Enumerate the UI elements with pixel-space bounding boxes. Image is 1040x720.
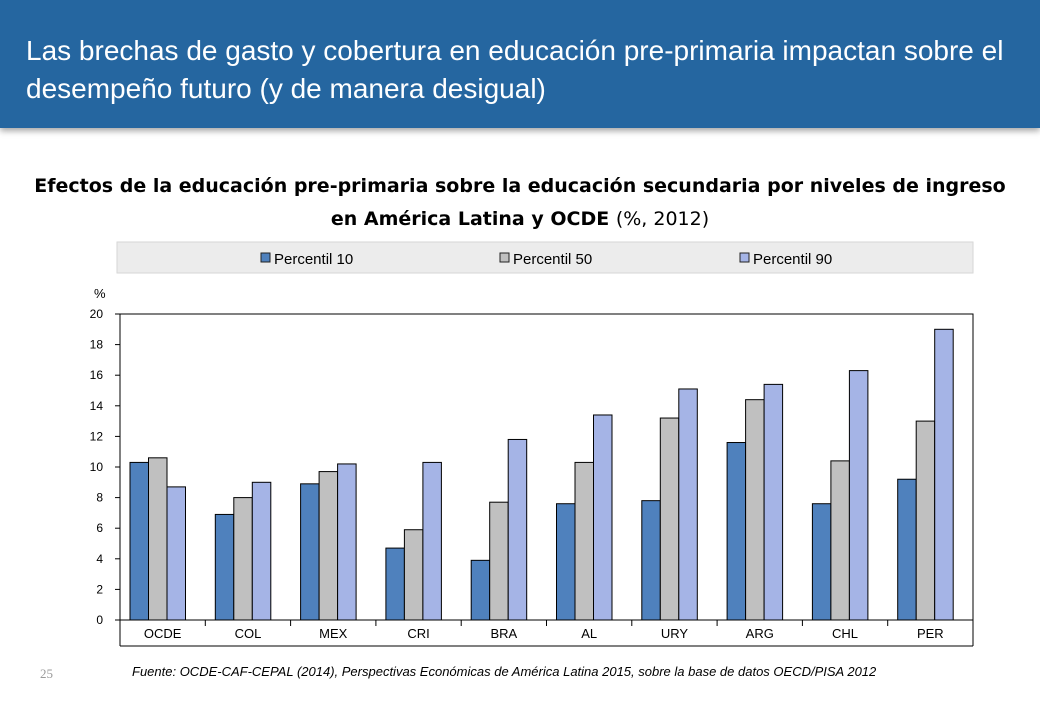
bar-bra-percentil-90 — [507, 438, 528, 621]
bar-per-percentil-90 — [934, 328, 954, 621]
x-tick-label: CRI — [407, 626, 429, 641]
bar-chl-percentil-50 — [830, 460, 850, 621]
y-tick-label: 18 — [90, 338, 104, 352]
slide-title: Las brechas de gasto y cobertura en educ… — [26, 35, 1004, 104]
chart-title: Efectos de la educación pre-primaria sob… — [20, 170, 1020, 236]
y-tick-label: 16 — [90, 368, 104, 382]
bar-ocde-percentil-10 — [129, 461, 149, 621]
y-tick-label: 12 — [90, 429, 104, 443]
bar-ury-percentil-50 — [659, 417, 680, 621]
y-axis-label: % — [94, 286, 106, 301]
bar-ocde-percentil-50 — [148, 457, 168, 621]
x-tick-label: URY — [661, 626, 689, 641]
y-tick-label: 14 — [90, 399, 104, 413]
bar-bra-percentil-10 — [470, 559, 491, 621]
x-tick-label: AL — [581, 626, 597, 641]
y-tick-label: 6 — [96, 521, 103, 535]
legend-swatch — [260, 252, 271, 263]
bar-cri-percentil-90 — [422, 461, 442, 621]
x-tick-label: CHL — [832, 626, 858, 641]
y-tick-label: 20 — [90, 307, 104, 321]
bar-col-percentil-90 — [251, 481, 272, 621]
bar-per-percentil-10 — [897, 478, 917, 621]
bar-cri-percentil-10 — [385, 547, 405, 621]
bar-mex-percentil-90 — [337, 463, 357, 621]
bar-col-percentil-10 — [214, 513, 235, 621]
x-tick-label: BRA — [490, 626, 517, 641]
slide-header: Las brechas de gasto y cobertura en educ… — [0, 0, 1040, 128]
bar-bra-percentil-50 — [489, 501, 509, 621]
legend-swatch — [499, 252, 510, 263]
bar-arg-percentil-10 — [726, 442, 747, 621]
y-tick-label: 2 — [96, 582, 103, 596]
bar-ury-percentil-10 — [641, 500, 661, 621]
legend-label: Percentil 90 — [753, 251, 832, 268]
legend-box — [116, 241, 974, 274]
bar-arg-percentil-90 — [763, 383, 784, 621]
bar-per-percentil-50 — [915, 420, 936, 621]
bar-cri-percentil-50 — [403, 529, 424, 621]
x-tick-label: OCDE — [144, 626, 182, 641]
bar-chl-percentil-10 — [811, 503, 832, 621]
y-tick-label: 10 — [90, 460, 104, 474]
bar-al-percentil-50 — [574, 461, 594, 621]
bar-chl-percentil-90 — [848, 370, 869, 621]
y-tick-label: 8 — [96, 491, 103, 505]
y-tick-label: 4 — [96, 552, 103, 566]
legend-label: Percentil 10 — [274, 251, 353, 268]
bar-mex-percentil-10 — [300, 483, 320, 621]
legend-swatch — [739, 252, 750, 263]
x-tick-label: MEX — [319, 626, 348, 641]
bar-ocde-percentil-90 — [166, 486, 186, 621]
chart-title-text: Efectos de la educación pre-primaria sob… — [34, 175, 1006, 230]
bar-al-percentil-90 — [593, 414, 613, 621]
chart-subtitle: (%, 2012) — [615, 208, 710, 230]
bar-al-percentil-10 — [556, 503, 576, 621]
x-tick-label: PER — [917, 626, 944, 641]
y-tick-label: 0 — [96, 613, 103, 627]
x-tick-label: ARG — [746, 626, 774, 641]
page-number: 25 — [40, 666, 53, 681]
bar-col-percentil-50 — [233, 497, 253, 621]
bar-arg-percentil-50 — [745, 399, 765, 621]
x-tick-label: COL — [235, 626, 262, 641]
bar-mex-percentil-50 — [318, 471, 339, 621]
legend-label: Percentil 50 — [513, 251, 592, 268]
source-note: Fuente: OCDE-CAF-CEPAL (2014), Perspecti… — [132, 664, 877, 679]
bar-ury-percentil-90 — [678, 388, 698, 621]
